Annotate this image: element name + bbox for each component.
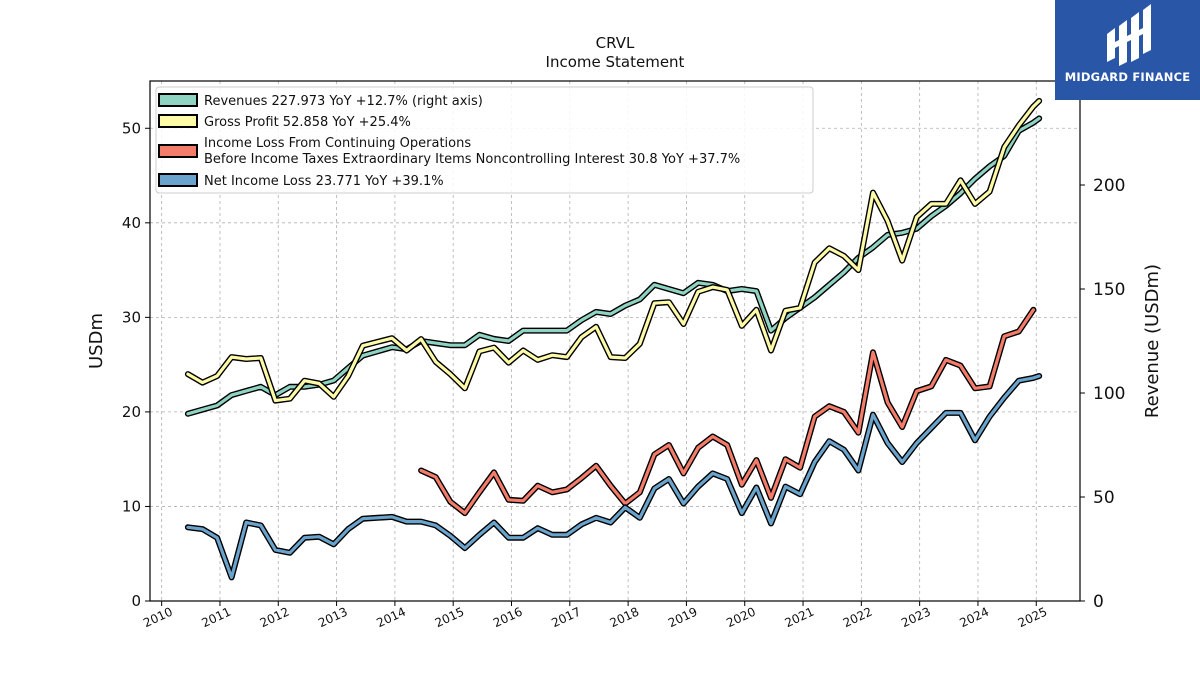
series-revenues <box>184 115 1043 417</box>
series-pretax-income-line <box>419 308 1035 515</box>
y2-axis-label: Revenue (USDm) <box>1142 264 1163 418</box>
x-tick-label: 2014 <box>374 605 408 631</box>
plot-frame <box>149 80 1081 602</box>
legend-label-pretax-income-line2: Before Income Taxes Extraordinary Items … <box>204 152 740 167</box>
y2-tick-label: 0 <box>1093 592 1104 612</box>
y-axis-label: USDm <box>86 313 107 369</box>
legend-label-revenues: Revenues 227.973 YoY +12.7% (right axis) <box>204 94 483 109</box>
legend-swatch-gross-profit <box>158 114 198 128</box>
x-tick-label: 2025 <box>1016 605 1050 631</box>
chart-subtitle: Income Statement <box>546 53 685 71</box>
legend-label-net-income: Net Income Loss 23.771 YoY +39.1% <box>204 174 444 189</box>
legend-label-pretax-income-line1: Income Loss From Continuing Operations <box>204 136 471 151</box>
y2-tick-label: 100 <box>1093 384 1125 404</box>
y2-tick-label: 150 <box>1093 280 1125 300</box>
x-tick-label: 2011 <box>199 605 233 631</box>
x-tick-label: 2013 <box>316 605 350 631</box>
chart-title: CRVL <box>596 34 635 52</box>
y-tick-label: 30 <box>122 308 141 326</box>
y2-tick-label: 200 <box>1093 176 1125 196</box>
legend: Revenues 227.973 YoY +12.7% (right axis)… <box>155 86 814 194</box>
legend-swatch-net-income <box>158 173 198 187</box>
y-tick-label: 0 <box>131 592 141 610</box>
y-tick-label: 20 <box>122 403 141 421</box>
series-revenues-line <box>186 116 1041 416</box>
axes: 2010 2011 2012 2013 2014 2015 2016 2017 2018 2019… <box>122 119 1126 630</box>
series-gross-profit-line <box>186 99 1041 403</box>
legend-swatch-revenues <box>158 93 198 107</box>
x-tick-label: 2019 <box>666 605 700 631</box>
legend-box <box>155 86 814 194</box>
y-tick-label: 40 <box>122 214 141 232</box>
x-tick-label: 2021 <box>783 605 817 631</box>
legend-label-gross-profit: Gross Profit 52.858 YoY +25.4% <box>204 115 411 130</box>
brand-logo: MIDGARD FINANCE <box>1055 0 1200 100</box>
x-tick-label: 2020 <box>724 605 758 631</box>
x-tick-label: 2015 <box>433 605 467 631</box>
y2-tick-label: 50 <box>1093 488 1115 508</box>
x-tick-label: 2024 <box>957 605 991 631</box>
series-net-income-line <box>186 374 1041 579</box>
x-tick-label: 2017 <box>549 605 583 631</box>
series-lines <box>184 97 1043 581</box>
x-tick-label: 2012 <box>258 605 292 631</box>
series-pretax-income <box>418 306 1037 517</box>
legend-swatch-pretax-income <box>158 144 198 158</box>
y-tick-label: 50 <box>122 119 141 137</box>
series-gross-profit <box>184 97 1043 404</box>
midgard-logo-icon <box>1107 4 1151 66</box>
x-tick-label: 2023 <box>899 605 933 631</box>
x-tick-label: 2016 <box>491 605 525 631</box>
series-net-income <box>184 373 1043 581</box>
x-tick-label: 2018 <box>608 605 642 631</box>
x-tick-label: 2022 <box>841 605 875 631</box>
y-tick-label: 10 <box>122 497 141 515</box>
brand-name: MIDGARD FINANCE <box>1064 70 1191 84</box>
x-tick-label: 2010 <box>141 605 175 631</box>
